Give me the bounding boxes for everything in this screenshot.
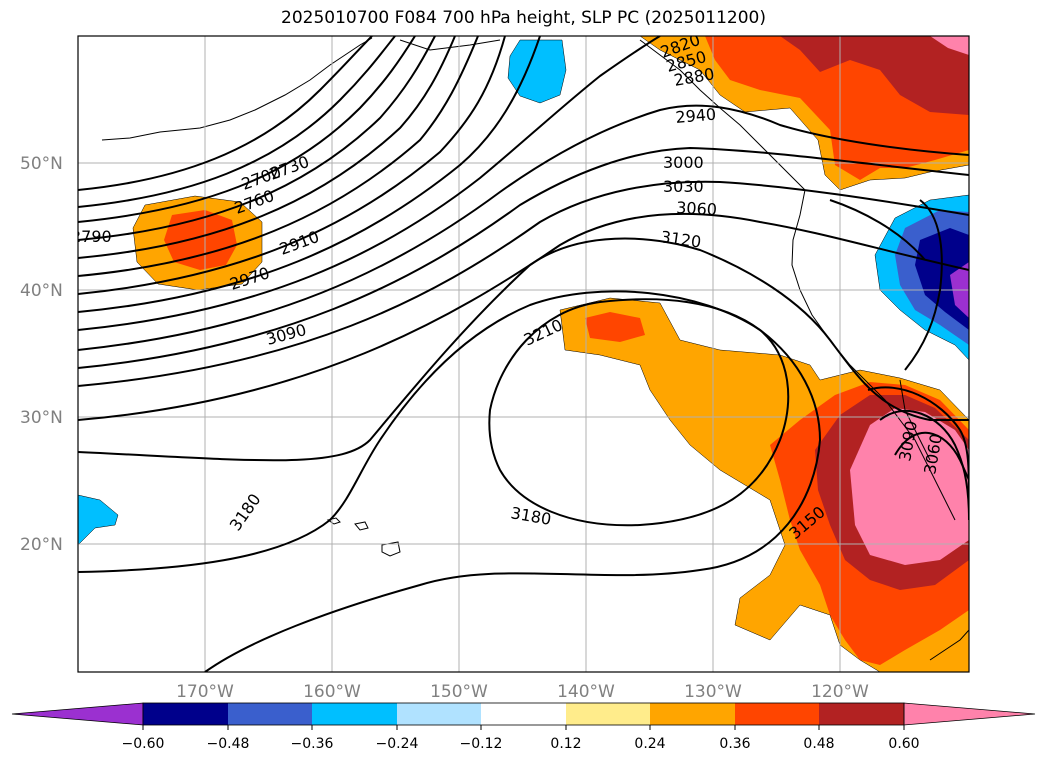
contour-7 bbox=[78, 36, 506, 295]
colorbar: −0.60 −0.48 −0.36 −0.24 −0.12 0.12 0.24 … bbox=[11, 702, 1036, 752]
contour-8 bbox=[78, 36, 541, 313]
colorbar-segment bbox=[566, 703, 650, 725]
lon-tick-label: 170°W bbox=[176, 682, 234, 702]
coast-mexico bbox=[929, 629, 969, 661]
contour-13 bbox=[78, 212, 969, 421]
colorbar-segment bbox=[650, 703, 735, 725]
contour-label: 3030 bbox=[663, 177, 704, 196]
colorbar-tick-label: 0.36 bbox=[719, 736, 750, 752]
lat-tick-label: 40°N bbox=[20, 281, 63, 301]
contour-1 bbox=[78, 36, 373, 191]
colorbar-tick-label: 0.12 bbox=[550, 736, 581, 752]
colorbar-tick-label: −0.24 bbox=[376, 736, 419, 752]
contour-4 bbox=[78, 36, 436, 241]
shade-gulf-negative bbox=[507, 39, 567, 104]
colorbar-tick-label: 0.24 bbox=[634, 736, 665, 752]
lat-ticks: 50°N 40°N 30°N 20°N bbox=[20, 154, 63, 555]
lon-ticks: 170°W 160°W 150°W 140°W 130°W 120°W bbox=[176, 682, 869, 702]
contour-6 bbox=[78, 36, 479, 277]
contour-10 bbox=[78, 104, 969, 351]
map-area: 2820 2850 2880 2940 2700 2730 2760 2790 … bbox=[71, 36, 969, 672]
shade-subtropical-inner bbox=[585, 312, 645, 342]
colorbar-tick-label: −0.60 bbox=[122, 736, 165, 752]
contour-14 bbox=[78, 237, 969, 462]
colorbar-tick-label: −0.48 bbox=[207, 736, 250, 752]
colorbar-segment bbox=[228, 703, 312, 725]
colorbar-segment bbox=[735, 703, 819, 725]
colorbar-extend-high bbox=[903, 702, 1036, 726]
map-frame bbox=[77, 35, 970, 673]
coast-bc bbox=[639, 39, 806, 191]
lon-tick-label: 130°W bbox=[684, 682, 742, 702]
contour-12 bbox=[78, 180, 969, 387]
lon-tick-label: 160°W bbox=[303, 682, 361, 702]
contour-label: 3000 bbox=[663, 153, 704, 172]
lon-tick-label: 150°W bbox=[430, 682, 488, 702]
contour-9 bbox=[78, 36, 661, 331]
colorbar-tick-label: −0.36 bbox=[291, 736, 334, 752]
colorbar-tick-label: 0.60 bbox=[888, 736, 919, 752]
contour-20 bbox=[904, 199, 943, 371]
coast-baja bbox=[899, 379, 931, 461]
colorbar-extend-low bbox=[11, 702, 144, 726]
contour-label: 2940 bbox=[675, 105, 717, 127]
colorbar-tick-label: −0.12 bbox=[460, 736, 503, 752]
lon-tick-label: 140°W bbox=[557, 682, 615, 702]
contour-16 bbox=[488, 298, 790, 527]
lon-tick-label: 120°W bbox=[811, 682, 869, 702]
shade-nw-peak bbox=[930, 36, 969, 55]
lat-tick-label: 50°N bbox=[20, 154, 63, 174]
lat-tick-label: 30°N bbox=[20, 408, 63, 428]
contour-3 bbox=[78, 36, 416, 223]
hawaii-2 bbox=[354, 521, 369, 531]
map-title: 2025010700 F084 700 hPa height, SLP PC (… bbox=[281, 8, 766, 28]
colorbar-segment bbox=[481, 703, 566, 725]
shade-subtropical-peak bbox=[850, 408, 969, 565]
gridlines bbox=[78, 36, 969, 672]
shade-nw-max bbox=[780, 36, 969, 115]
contour-2 bbox=[78, 36, 396, 208]
contour-label: 3060 bbox=[676, 198, 718, 219]
contour-11 bbox=[78, 146, 969, 369]
contour-19 bbox=[894, 431, 969, 481]
colorbar-tick-label: 0.48 bbox=[803, 736, 834, 752]
colorbar-segment bbox=[819, 703, 904, 725]
contour-18 bbox=[879, 410, 969, 521]
colorbar-segment bbox=[312, 703, 397, 725]
contour-label: 2790 bbox=[71, 227, 112, 246]
contour-5 bbox=[78, 36, 456, 259]
coast-alaska-peninsula bbox=[101, 37, 373, 141]
height-contours bbox=[78, 36, 969, 672]
shade-west-edge-negative bbox=[78, 494, 119, 546]
shade-west-strong bbox=[164, 210, 237, 270]
contour-21 bbox=[829, 199, 926, 261]
colorbar-segment bbox=[143, 703, 228, 725]
hawaii-3 bbox=[381, 541, 401, 557]
lat-tick-label: 20°N bbox=[20, 535, 63, 555]
colorbar-segment bbox=[397, 703, 481, 725]
colorbar-ticks bbox=[142, 725, 905, 730]
